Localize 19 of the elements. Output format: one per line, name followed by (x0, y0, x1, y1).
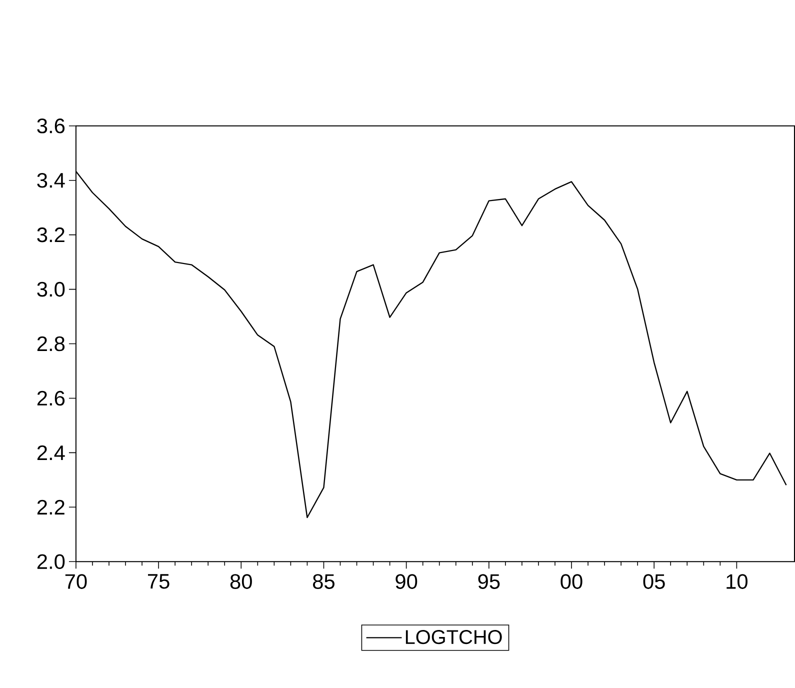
legend-label: LOGTCHO (406, 630, 502, 644)
y-tick-label: 2.0 (37, 554, 65, 570)
y-tick-label: 3.6 (37, 118, 65, 134)
x-tick-label: 80 (230, 574, 252, 590)
y-tick-label: 2.2 (37, 500, 64, 515)
x-tick-label: 70 (65, 574, 87, 590)
y-tick-label: 2.4 (37, 446, 65, 460)
y-tick-label: 2.6 (37, 391, 65, 406)
x-tick-label: 90 (396, 574, 418, 590)
y-tick-label: 3.2 (37, 228, 64, 242)
x-tick-label: 95 (478, 574, 500, 590)
x-tick-label: 75 (148, 574, 170, 589)
y-tick-label: 3.0 (37, 282, 65, 297)
y-tick-label: 2.8 (37, 336, 65, 352)
y-tick-label: 3.4 (37, 173, 65, 188)
x-tick-label: 10 (726, 574, 748, 590)
x-tick-label: 00 (560, 574, 582, 590)
x-tick-label: 05 (643, 574, 665, 590)
x-tick-label: 85 (313, 574, 334, 590)
